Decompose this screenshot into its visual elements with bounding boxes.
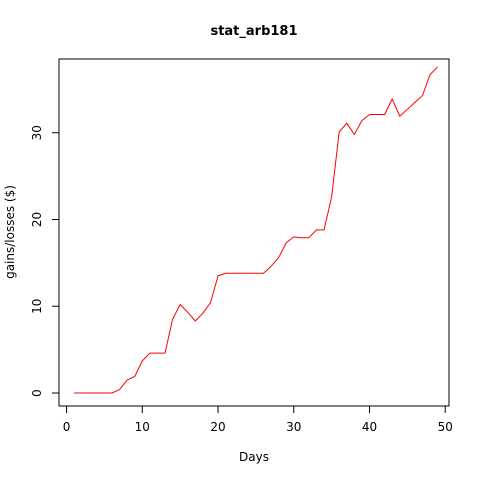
- chart-title: stat_arb181: [210, 24, 297, 39]
- x-tick-label: 20: [210, 420, 225, 434]
- x-tick-label: 40: [362, 420, 377, 434]
- x-tick-label: 0: [63, 420, 71, 434]
- x-tick-label: 30: [286, 420, 301, 434]
- y-tick-label: 0: [30, 389, 44, 397]
- x-axis-label: Days: [239, 450, 269, 464]
- x-tick-label: 50: [438, 420, 453, 434]
- y-tick-label: 20: [30, 212, 44, 227]
- x-axis: 0 10 20 30 40 50: [63, 405, 453, 434]
- y-tick-label: 10: [30, 299, 44, 314]
- x-tick-label: 10: [135, 420, 150, 434]
- y-axis: 0 10 20 30: [30, 125, 60, 397]
- y-tick-label: 30: [30, 125, 44, 140]
- series-layer: [74, 66, 438, 394]
- y-axis-label: gains/losses ($): [3, 185, 17, 279]
- series-line: [74, 66, 438, 394]
